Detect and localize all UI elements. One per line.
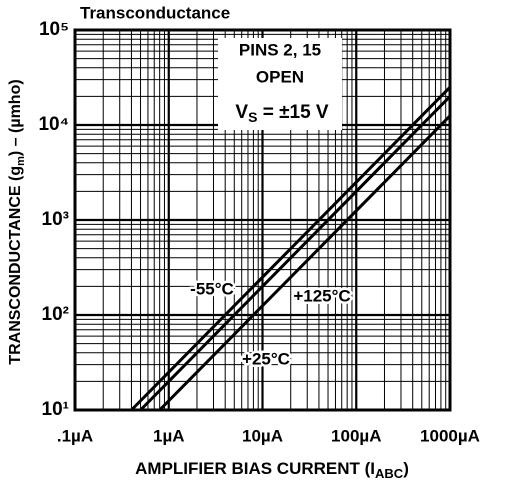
y-tick-label: 10³: [42, 209, 69, 230]
y-tick-label: 10⁵: [39, 19, 69, 40]
y-axis-label-sub: m: [15, 156, 27, 166]
y-axis-label-end: ) – (µmho): [7, 79, 24, 156]
x-axis-label-end: ): [403, 459, 409, 478]
x-tick-label: 1µA: [153, 426, 185, 445]
annotation-text: V: [235, 102, 248, 123]
annotation-box: [218, 38, 342, 130]
annotation: PINS 2, 15 OPEN VS = ±15 V: [218, 38, 342, 130]
x-axis-label-sub: ABC: [375, 466, 404, 481]
annotation-sub: S: [248, 109, 257, 125]
x-tick-label: 1000µA: [420, 426, 480, 445]
series-label: -55°C: [190, 279, 234, 298]
y-tick-label: 10¹: [42, 399, 69, 420]
series-line: [158, 114, 452, 412]
series-line: [130, 86, 452, 412]
annotation-line: OPEN: [256, 67, 304, 86]
plot-frame: [73, 28, 452, 412]
annotation-line: VS = ±15 V: [235, 102, 329, 125]
x-axis-label: AMPLIFIER BIAS CURRENT (IABC): [135, 459, 409, 481]
x-tick-label: .1µA: [57, 426, 93, 445]
series-label: +125°C: [293, 286, 350, 305]
series-label: +25°C: [242, 349, 290, 368]
annotation-end: = ±15 V: [257, 102, 328, 123]
series-line: [139, 95, 452, 412]
x-tick-label: 10µA: [242, 426, 283, 445]
y-tick-label: 10⁴: [38, 114, 69, 135]
annotation-line: PINS 2, 15: [239, 40, 321, 59]
y-axis-label: TRANSCONDUCTANCE (gm) – (µmho): [7, 79, 27, 364]
chart-title: Transconductance: [80, 3, 230, 22]
y-axis-label-text: TRANSCONDUCTANCE (g: [7, 166, 24, 365]
x-tick-label: 100µA: [331, 426, 381, 445]
x-axis-label-text: AMPLIFIER BIAS CURRENT (I: [135, 459, 375, 478]
y-tick-label: 10²: [42, 304, 69, 325]
